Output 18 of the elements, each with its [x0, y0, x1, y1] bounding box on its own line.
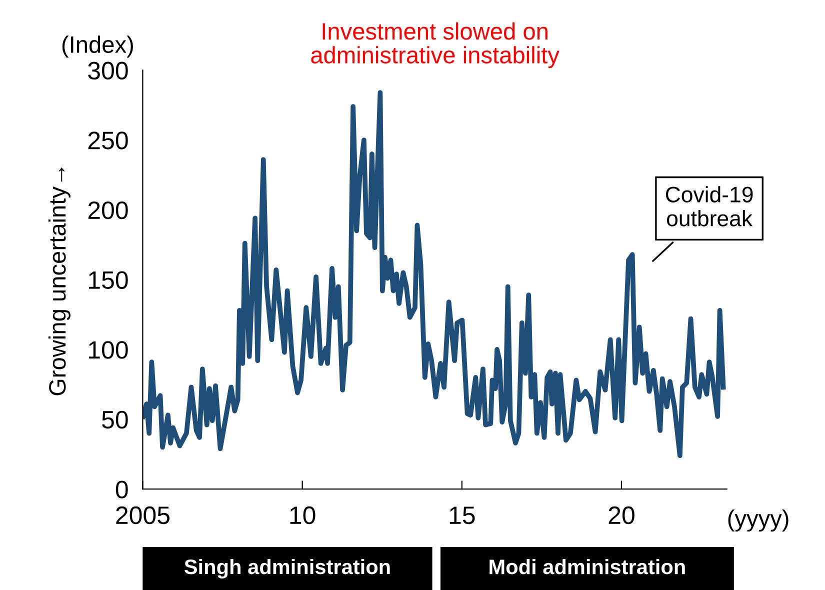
chart-title: Investment slowed on administrative instability [311, 22, 560, 68]
y-axis-title: Growing uncertainty→ [48, 168, 70, 396]
x-axis-title: (yyyy) [728, 510, 788, 532]
text: Singh administration [184, 558, 390, 578]
text: (Index) [62, 36, 133, 58]
y-tick-label: 250 [88, 132, 128, 150]
x-tick-label: 10 [290, 506, 316, 524]
y-tick-label: 100 [89, 341, 128, 359]
x-tick-label: 2005 [116, 506, 170, 524]
y-tick-label: 150 [89, 271, 128, 289]
y-tick-label: 200 [88, 201, 128, 220]
text: Modi administration [490, 558, 685, 574]
y-tick-label: 50 [102, 410, 128, 429]
annotation: Covid-19 outbreak [666, 186, 753, 226]
x-tick-label: 20 [608, 506, 634, 524]
y-tick-label: 0 [116, 480, 128, 498]
y-tick-label: 300 [88, 62, 128, 80]
x-tick-label: 15 [450, 506, 475, 524]
